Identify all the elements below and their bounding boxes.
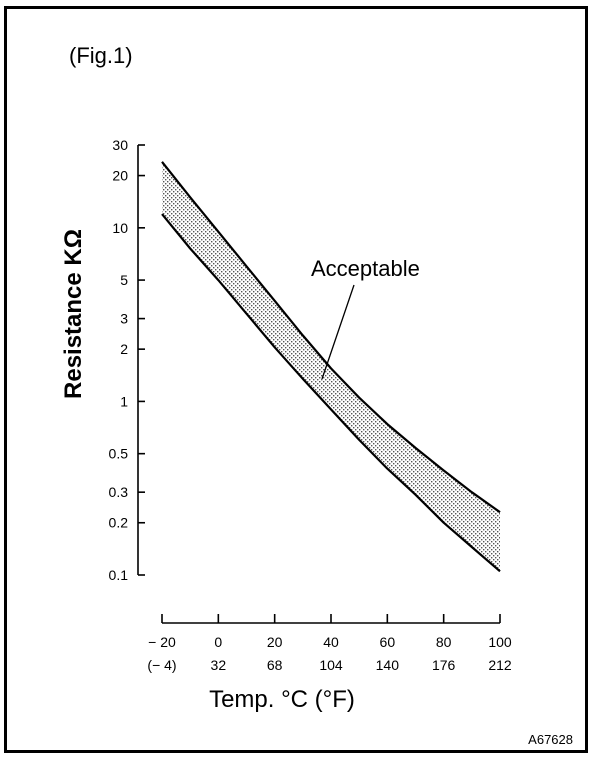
y-tick-label: 0.3: [109, 484, 129, 500]
resistance-chart: (Fig.1) Resistance KΩ 30201053210.50.30.…: [60, 43, 573, 747]
x-axis: − 20 (− 4) 0 32 20 68 40 104 60 140 80 176 100 212: [147, 614, 512, 673]
x-tick-label-fahrenheit: 140: [376, 657, 400, 673]
y-tick-label: 20: [112, 168, 128, 184]
x-tick-label-celsius: 40: [323, 634, 339, 650]
lower-limit-curve: [161, 213, 501, 573]
y-tick-label: 0.2: [109, 515, 129, 531]
y-tick-label: 30: [112, 137, 128, 153]
y-tick-label: 2: [120, 341, 128, 357]
x-tick-label-celsius: 0: [214, 634, 222, 650]
x-tick-label-fahrenheit: 176: [432, 657, 456, 673]
y-tick-label: 0.5: [109, 446, 129, 462]
acceptable-label: Acceptable: [311, 256, 420, 281]
x-tick-label-fahrenheit: 68: [267, 657, 283, 673]
figure-title: (Fig.1): [69, 43, 133, 68]
y-tick-label: 1: [120, 393, 128, 409]
x-tick-label-fahrenheit: 32: [211, 657, 227, 673]
x-axis-label: Temp. °C (°F): [209, 686, 355, 713]
x-tick-label-fahrenheit: (− 4): [147, 657, 176, 673]
x-tick-label-fahrenheit: 104: [319, 657, 343, 673]
figure-frame: (Fig.1) Resistance KΩ 30 20 10 5 3 2 1 0.5 0.3 0.…: [4, 6, 588, 753]
y-tick-label: 5: [120, 272, 128, 288]
y-tick-label: 10: [112, 220, 128, 236]
plot-area: [161, 161, 501, 573]
x-tick-label-celsius: 80: [436, 634, 452, 650]
y-tick-label: 0.1: [109, 567, 129, 583]
y-tick-label: 3: [120, 311, 128, 327]
x-tick-label-celsius: − 20: [148, 634, 176, 650]
x-tick-label-fahrenheit: 212: [488, 657, 512, 673]
acceptable-band: [162, 161, 500, 572]
y-axis-label: Resistance KΩ: [60, 229, 87, 399]
x-tick-label-celsius: 60: [380, 634, 396, 650]
y-axis: 30 20 10 5 3 2 1 0.5 0.3 0.2 0.1: [109, 137, 145, 583]
x-tick-label-celsius: 20: [267, 634, 283, 650]
figure-code: A67628: [528, 732, 573, 747]
x-tick-label-celsius: 100: [488, 634, 512, 650]
upper-limit-curve: [161, 161, 501, 514]
acceptable-leader-line: [321, 284, 355, 380]
